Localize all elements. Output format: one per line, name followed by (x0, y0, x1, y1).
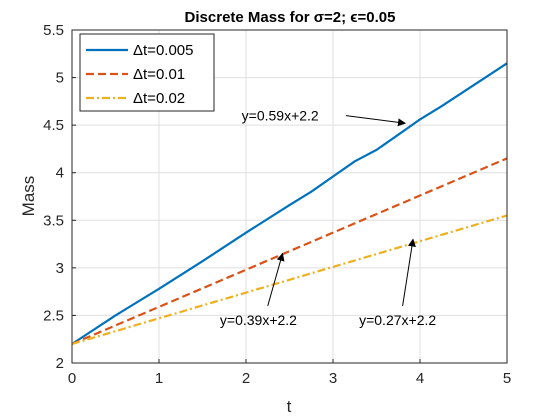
y-axis-label: Mass (19, 176, 38, 217)
series-line-2 (71, 214, 508, 346)
x-tick-label: 1 (155, 370, 163, 387)
y-tick-label: 4 (56, 165, 64, 182)
annotation-arrow (345, 115, 407, 127)
annotation-arrow (267, 252, 285, 307)
x-tick-label: 3 (329, 370, 337, 387)
chart-title: Discrete Mass for σ=2; ϵ=0.05 (185, 9, 396, 26)
legend: Δt=0.005 Δt=0.01 Δt=0.02 (79, 33, 215, 112)
y-tick-label: 4.5 (43, 117, 64, 134)
y-tick-label: 5 (56, 70, 64, 87)
legend-label-2: Δt=0.02 (133, 90, 185, 107)
y-tick-label: 3.5 (43, 212, 64, 229)
x-tick-label: 4 (416, 370, 424, 387)
plot-area-frame (71, 29, 508, 364)
x-tick-label: 0 (68, 370, 76, 387)
annotation-text: y=0.39x+2.2 (220, 312, 297, 328)
axis-ticks: 0 1 2 3 4 5 2 2.5 3 3.5 4 4.5 5 5.5 (43, 22, 511, 387)
series-line-1 (71, 157, 508, 346)
y-tick-label: 5.5 (43, 22, 64, 39)
series-lines (71, 62, 508, 346)
x-axis-label: t (287, 397, 292, 416)
y-tick-label: 3 (56, 260, 64, 277)
y-tick-label: 2 (56, 355, 64, 372)
legend-label-0: Δt=0.005 (133, 42, 193, 59)
annotation-arrow (402, 238, 416, 306)
y-tick-label: 2.5 (43, 307, 64, 324)
annotations: y=0.59x+2.2 y=0.39x+2.2 y=0.27x+2.2 (220, 108, 436, 329)
legend-label-1: Δt=0.01 (133, 66, 185, 83)
annotation-text: y=0.27x+2.2 (359, 312, 436, 328)
series-line-0 (71, 62, 508, 345)
annotation-text: y=0.59x+2.2 (242, 108, 319, 124)
x-tick-label: 5 (503, 370, 511, 387)
x-tick-label: 2 (242, 370, 250, 387)
